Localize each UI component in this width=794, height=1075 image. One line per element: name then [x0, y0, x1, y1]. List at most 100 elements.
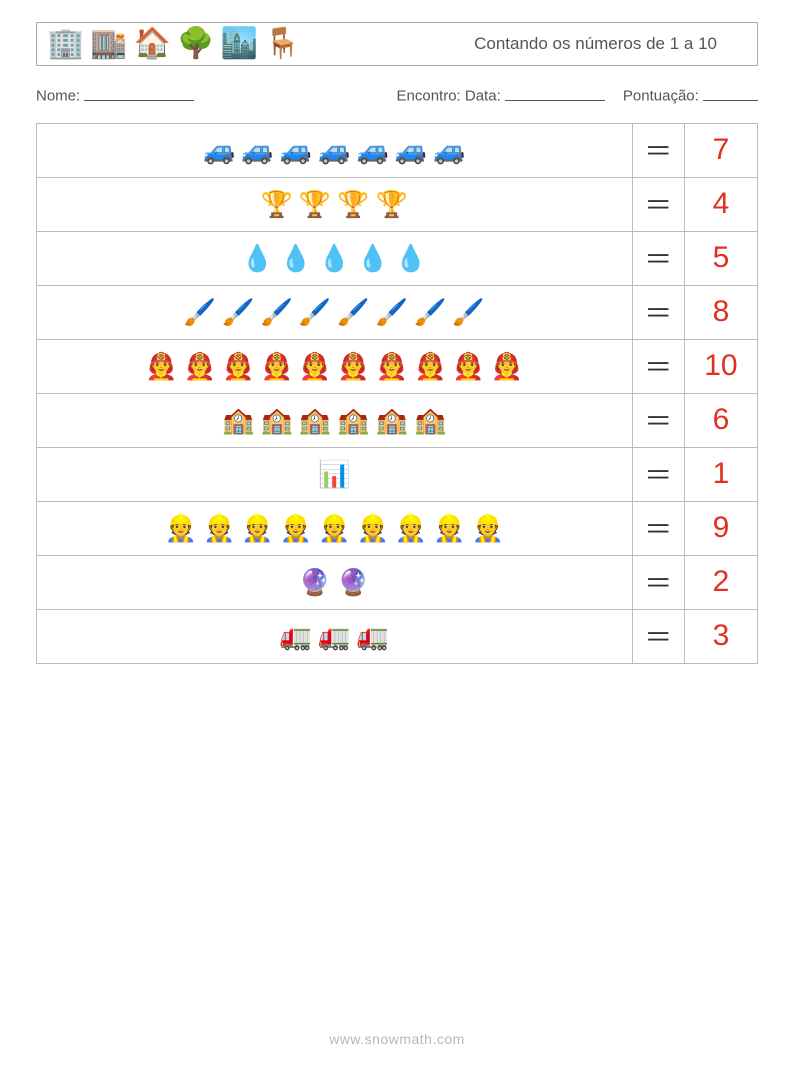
count-icon: 🚙: [203, 137, 235, 163]
name-label: Nome:: [36, 88, 80, 105]
icon-cell: 🏫🏫🏫🏫🏫🏫: [37, 393, 633, 447]
count-icon: 👷: [318, 515, 350, 541]
count-icon: 🚙: [280, 137, 312, 163]
count-icon: 👨‍🚒: [452, 353, 484, 379]
count-icon: 🚙: [318, 137, 350, 163]
equals-cell: ＝: [632, 339, 684, 393]
icon-cell: 👨‍🚒👨‍🚒👨‍🚒👨‍🚒👨‍🚒👨‍🚒👨‍🚒👨‍🚒👨‍🚒👨‍🚒: [37, 339, 633, 393]
header-building-icon: 🏙️: [220, 29, 257, 59]
worksheet-title: Contando os números de 1 a 10: [474, 34, 747, 54]
date-label: Encontro: Data:: [397, 88, 501, 105]
counting-table: 🚙🚙🚙🚙🚙🚙🚙＝7🏆🏆🏆🏆＝4💧💧💧💧💧＝5🖌️🖌️🖌️🖌️🖌️🖌️🖌️🖌️＝8…: [36, 123, 758, 664]
header-building-icon: 🏬: [90, 29, 127, 59]
count-icon: 🚙: [241, 137, 273, 163]
count-icon: 🏆: [376, 191, 408, 217]
count-icon: 🏫: [222, 407, 254, 433]
equals-cell: ＝: [632, 285, 684, 339]
answer-cell: 3: [684, 609, 757, 663]
count-icon: 🚛: [318, 623, 350, 649]
icon-cell: 🖌️🖌️🖌️🖌️🖌️🖌️🖌️🖌️: [37, 285, 633, 339]
equals-cell: ＝: [632, 231, 684, 285]
header-icon-strip: 🏢🏬🏠🌳🏙️🪑: [47, 29, 301, 59]
count-icon: 👨‍🚒: [222, 353, 254, 379]
count-icon: 👷: [280, 515, 312, 541]
answer-cell: 1: [684, 447, 757, 501]
answer-cell: 5: [684, 231, 757, 285]
icon-cell: 🏆🏆🏆🏆: [37, 177, 633, 231]
count-icon: 👨‍🚒: [145, 353, 177, 379]
count-icon: 🔮: [337, 569, 369, 595]
count-icon: 👨‍🚒: [261, 353, 293, 379]
equals-cell: ＝: [632, 123, 684, 177]
count-icon: 🏫: [337, 407, 369, 433]
table-row: 🏫🏫🏫🏫🏫🏫＝6: [37, 393, 758, 447]
count-icon: 🚙: [356, 137, 388, 163]
answer-cell: 2: [684, 555, 757, 609]
answer-cell: 9: [684, 501, 757, 555]
equals-cell: ＝: [632, 393, 684, 447]
date-blank[interactable]: [505, 84, 605, 101]
count-icon: 🚛: [280, 623, 312, 649]
score-label: Pontuação:: [623, 88, 699, 105]
icon-cell: 🚙🚙🚙🚙🚙🚙🚙: [37, 123, 633, 177]
answer-cell: 7: [684, 123, 757, 177]
count-icon: 🚛: [356, 623, 388, 649]
icon-cell: 💧💧💧💧💧: [37, 231, 633, 285]
count-icon: 🖌️: [337, 299, 369, 325]
table-row: 🖌️🖌️🖌️🖌️🖌️🖌️🖌️🖌️＝8: [37, 285, 758, 339]
count-icon: 👷: [356, 515, 388, 541]
equals-cell: ＝: [632, 177, 684, 231]
count-icon: 🏫: [299, 407, 331, 433]
equals-cell: ＝: [632, 555, 684, 609]
count-icon: 📊: [318, 461, 350, 487]
count-icon: 💧: [356, 245, 388, 271]
header-building-icon: 🪑: [264, 29, 301, 59]
worksheet-header: 🏢🏬🏠🌳🏙️🪑 Contando os números de 1 a 10: [36, 22, 758, 66]
table-row: 🚛🚛🚛＝3: [37, 609, 758, 663]
table-row: 🔮🔮 ＝2: [37, 555, 758, 609]
count-icon: 🏆: [261, 191, 293, 217]
icon-cell: 👷👷👷👷👷👷👷👷👷: [37, 501, 633, 555]
table-row: 👨‍🚒👨‍🚒👨‍🚒👨‍🚒👨‍🚒👨‍🚒👨‍🚒👨‍🚒👨‍🚒👨‍🚒＝10: [37, 339, 758, 393]
count-icon: 👨‍🚒: [184, 353, 216, 379]
count-icon: 🖌️: [184, 299, 216, 325]
name-blank[interactable]: [84, 84, 194, 101]
table-row: 💧💧💧💧💧＝5: [37, 231, 758, 285]
table-row: 📊＝1: [37, 447, 758, 501]
count-icon: 🖌️: [299, 299, 331, 325]
count-icon: 💧: [280, 245, 312, 271]
count-icon: 👨‍🚒: [337, 353, 369, 379]
count-icon: 👷: [433, 515, 465, 541]
count-icon: 🏆: [299, 191, 331, 217]
answer-cell: 6: [684, 393, 757, 447]
answer-cell: 8: [684, 285, 757, 339]
count-icon: 💧: [241, 245, 273, 271]
score-blank[interactable]: [703, 84, 758, 101]
count-icon: 🏫: [376, 407, 408, 433]
count-icon: 🖌️: [452, 299, 484, 325]
equals-cell: ＝: [632, 609, 684, 663]
count-icon: 🚙: [433, 137, 465, 163]
count-icon: 🖌️: [414, 299, 446, 325]
count-icon: 🏆: [337, 191, 369, 217]
count-icon: 🖌️: [222, 299, 254, 325]
count-icon: 👷: [165, 515, 197, 541]
count-icon: 🚙: [395, 137, 427, 163]
count-icon: 👷: [241, 515, 273, 541]
answer-cell: 10: [684, 339, 757, 393]
count-icon: 🔮: [299, 569, 331, 595]
count-icon: 👷: [472, 515, 504, 541]
header-building-icon: 🏢: [47, 29, 84, 59]
count-icon: 🏫: [261, 407, 293, 433]
count-icon: 👨‍🚒: [299, 353, 331, 379]
count-icon: 🖌️: [376, 299, 408, 325]
count-icon: 👨‍🚒: [491, 353, 523, 379]
icon-cell: 📊: [37, 447, 633, 501]
count-icon: 💧: [395, 245, 427, 271]
count-icon: 👷: [395, 515, 427, 541]
count-icon: 🖌️: [261, 299, 293, 325]
answer-cell: 4: [684, 177, 757, 231]
count-icon: 👨‍🚒: [376, 353, 408, 379]
count-icon: 🏫: [414, 407, 446, 433]
info-line: Nome: Encontro: Data: Pontuação:: [36, 84, 758, 105]
